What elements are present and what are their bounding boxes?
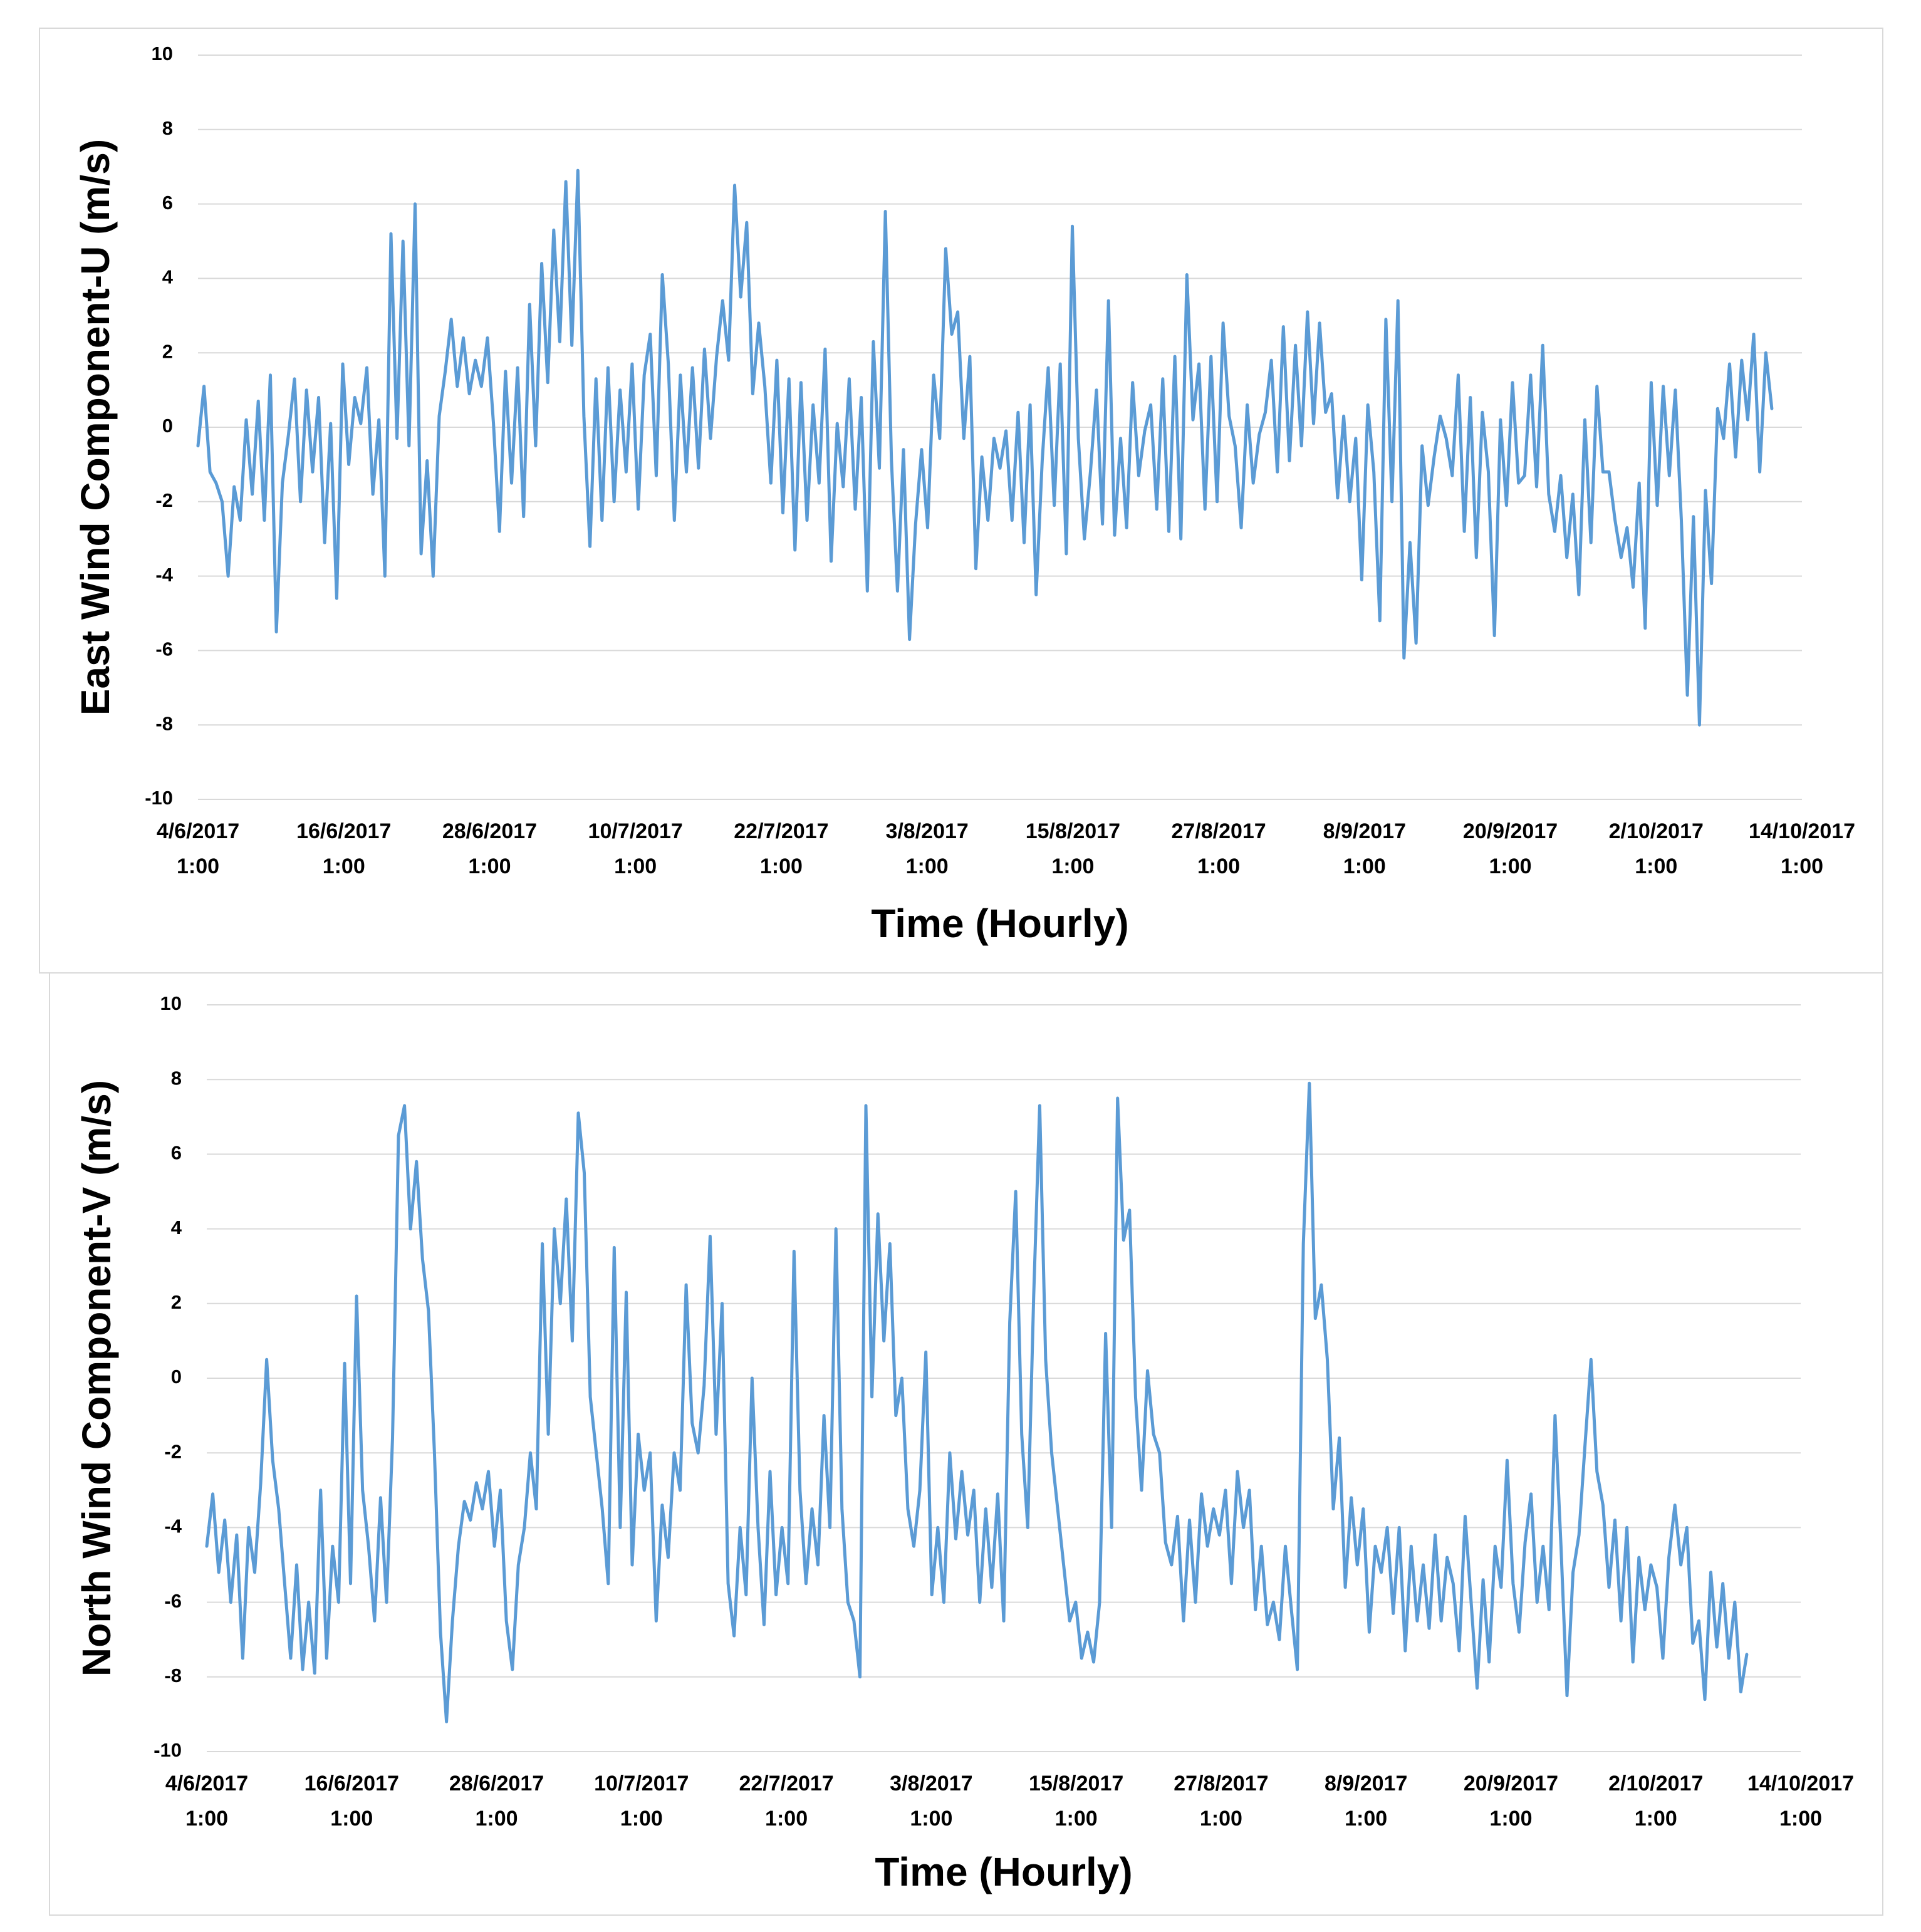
x-tick-time-label: 1:00	[906, 854, 949, 878]
x-tick-time-label: 1:00	[1197, 854, 1240, 878]
y-axis-title: North Wind Component-V (m/s)	[74, 1080, 119, 1676]
y-tick-label: 0	[162, 415, 173, 437]
x-tick-date-label: 16/6/2017	[305, 1772, 399, 1795]
x-tick-time-label: 1:00	[910, 1807, 952, 1831]
x-tick-date-label: 20/9/2017	[1463, 819, 1558, 843]
y-tick-label: 6	[171, 1142, 182, 1164]
x-tick-time-label: 1:00	[323, 854, 365, 878]
x-tick-date-label: 27/8/2017	[1174, 1772, 1268, 1795]
y-tick-label: 8	[162, 117, 173, 139]
x-tick-time-label: 1:00	[765, 1807, 808, 1831]
y-tick-label: 8	[171, 1067, 182, 1089]
x-tick-time-label: 1:00	[185, 1807, 228, 1831]
y-tick-label: 10	[152, 43, 173, 65]
u-component-chart: 10 8 6 4 2 0 -2 -4 -6 -8 -10 4/6/2017 1:00 16/6/2017 1…	[73, 43, 1855, 946]
x-tick-time-label: 1:00	[1781, 854, 1823, 878]
y-tick-label: -2	[164, 1440, 182, 1462]
series-line-v	[205, 1081, 1749, 1723]
v-component-chart-panel: 10 8 6 4 2 0 -2 -4 -6 -8 -10 4/6/2017 1:00 16/6/2017 1…	[49, 972, 1883, 1916]
x-tick-time-label: 1:00	[1200, 1807, 1242, 1831]
x-tick-time-label: 1:00	[614, 854, 657, 878]
u-component-chart-panel: 10 8 6 4 2 0 -2 -4 -6 -8 -10 4/6/2017 1:00 16/6/2017 1…	[39, 28, 1883, 974]
x-axis-title: Time (Hourly)	[871, 901, 1128, 946]
v-component-chart: 10 8 6 4 2 0 -2 -4 -6 -8 -10 4/6/2017 1:00 16/6/2017 1…	[74, 992, 1854, 1894]
y-axis-title: East Wind Component-U (m/s)	[73, 139, 118, 715]
x-tick-date-label: 10/7/2017	[594, 1772, 689, 1795]
series-line-u	[196, 169, 1774, 727]
y-tick-label: -10	[154, 1739, 182, 1761]
y-tick-label: -2	[155, 489, 173, 511]
y-tick-label: 2	[162, 340, 173, 362]
y-tick-label: 0	[171, 1366, 182, 1388]
y-tick-label: 2	[171, 1291, 182, 1313]
y-tick-label: 4	[171, 1217, 182, 1239]
x-tick-date-label: 15/8/2017	[1026, 819, 1120, 843]
x-tick-date-label: 22/7/2017	[739, 1772, 833, 1795]
x-tick-time-label: 1:00	[330, 1807, 373, 1831]
x-tick-time-label: 1:00	[1489, 854, 1532, 878]
y-tick-label: -4	[155, 564, 173, 586]
x-axis-title: Time (Hourly)	[875, 1849, 1132, 1894]
x-tick-date-label: 22/7/2017	[734, 819, 828, 843]
x-tick-date-label: 4/6/2017	[157, 819, 239, 843]
x-tick-time-label: 1:00	[1345, 1807, 1387, 1831]
x-tick-date-label: 14/10/2017	[1747, 1772, 1854, 1795]
x-tick-time-label: 1:00	[1635, 854, 1677, 878]
y-tick-label: 10	[160, 992, 182, 1014]
x-tick-date-label: 8/9/2017	[1325, 1772, 1407, 1795]
x-tick-time-label: 1:00	[476, 1807, 518, 1831]
y-tick-label: -6	[155, 638, 173, 660]
x-tick-time-label: 1:00	[1051, 854, 1094, 878]
x-tick-date-label: 15/8/2017	[1029, 1772, 1123, 1795]
x-tick-time-label: 1:00	[1779, 1807, 1822, 1831]
x-tick-time-label: 1:00	[177, 854, 219, 878]
x-tick-date-label: 3/8/2017	[890, 1772, 972, 1795]
x-tick-date-label: 20/9/2017	[1464, 1772, 1558, 1795]
y-tick-label: -8	[164, 1665, 182, 1686]
x-tick-date-label: 14/10/2017	[1749, 819, 1855, 843]
x-tick-date-label: 2/10/2017	[1608, 1772, 1703, 1795]
x-tick-time-label: 1:00	[1635, 1807, 1677, 1831]
x-tick-date-label: 4/6/2017	[165, 1772, 248, 1795]
x-tick-date-label: 10/7/2017	[588, 819, 683, 843]
x-tick-time-label: 1:00	[468, 854, 511, 878]
x-tick-time-label: 1:00	[1489, 1807, 1532, 1831]
y-tick-label: -6	[164, 1590, 182, 1612]
y-tick-label: -10	[145, 787, 173, 809]
x-tick-date-label: 28/6/2017	[449, 1772, 544, 1795]
x-tick-date-label: 8/9/2017	[1323, 819, 1406, 843]
y-tick-label: -4	[164, 1515, 182, 1537]
x-tick-time-label: 1:00	[1343, 854, 1386, 878]
x-tick-time-label: 1:00	[620, 1807, 663, 1831]
x-tick-date-label: 16/6/2017	[296, 819, 391, 843]
y-tick-label: 4	[162, 266, 174, 288]
x-tick-time-label: 1:00	[760, 854, 803, 878]
y-tick-label: 6	[162, 192, 173, 214]
x-tick-date-label: 27/8/2017	[1171, 819, 1266, 843]
x-tick-date-label: 2/10/2017	[1609, 819, 1704, 843]
x-tick-date-label: 3/8/2017	[885, 819, 968, 843]
y-tick-label: -8	[155, 712, 173, 734]
x-tick-time-label: 1:00	[1055, 1807, 1098, 1831]
x-tick-date-label: 28/6/2017	[442, 819, 537, 843]
